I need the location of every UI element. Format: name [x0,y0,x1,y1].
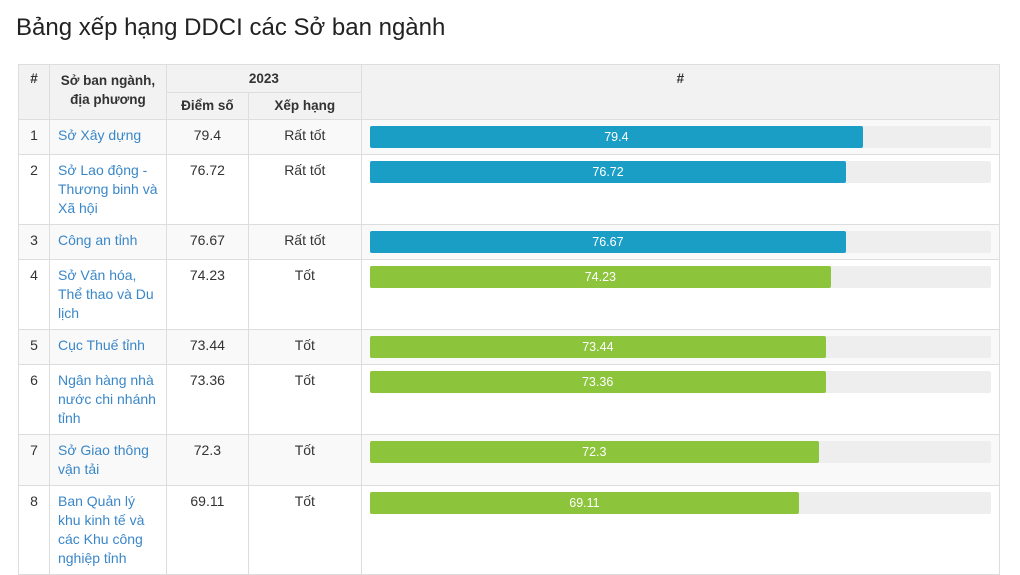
department-link[interactable]: Ban Quản lý khu kinh tế và các Khu công … [57,493,145,566]
score-bar-track: 79.4 [369,126,991,148]
header-year: 2023 [165,64,362,93]
row-index: 3 [18,224,50,260]
row-bar-cell: 76.67 [360,224,1001,260]
row-bar-cell: 73.36 [360,364,1001,435]
row-rank: Tốt [247,434,362,486]
score-bar: 76.67 [369,231,847,253]
score-bar-track: 73.36 [369,371,991,393]
row-index: 2 [18,154,50,225]
row-index: 1 [18,119,50,155]
row-index: 4 [18,259,50,330]
score-bar-track: 74.23 [369,266,991,288]
score-bar: 76.72 [369,161,847,183]
table-row: 8 Ban Quản lý khu kinh tế và các Khu công… [18,485,1001,575]
score-bar: 79.4 [369,126,864,148]
row-name-cell: Ngân hàng nhà nước chi nhánh tỉnh [48,364,167,435]
score-bar: 69.11 [369,492,800,514]
score-bar: 73.36 [369,371,826,393]
ranking-table: # Sở ban ngành, địa phương 2023 # Điểm s… [18,64,1001,575]
row-bar-cell: 72.3 [360,434,1001,486]
row-rank: Tốt [247,364,362,435]
row-bar-cell: 69.11 [360,485,1001,575]
department-link[interactable]: Sở Văn hóa, Thể thao và Du lịch [57,267,154,321]
row-rank: Tốt [247,485,362,575]
table-body: 1 Sở Xây dựng 79.4 Rất tốt 79.4 2 Sở Lao động … [18,119,1001,575]
page-title: Bảng xếp hạng DDCI các Sở ban ngành [16,14,446,41]
score-bar-track: 69.11 [369,492,991,514]
table-row: 5 Cục Thuế tỉnh 73.44 Tốt 73.44 [18,329,1001,365]
row-index: 7 [18,434,50,486]
row-index: 5 [18,329,50,365]
row-rank: Rất tốt [247,154,362,225]
header-rank[interactable]: Xếp hạng [247,92,362,120]
table-row: 4 Sở Văn hóa, Thể thao và Du lịch 74.23 Tốt… [18,259,1001,330]
table-row: 6 Ngân hàng nhà nước chi nhánh tỉnh 73.36 T… [18,364,1001,435]
row-name-cell: Cục Thuế tỉnh [48,329,167,365]
score-bar-track: 76.67 [369,231,991,253]
score-bar-track: 73.44 [369,336,991,358]
row-score: 74.23 [165,259,249,330]
department-link[interactable]: Ngân hàng nhà nước chi nhánh tỉnh [57,372,156,426]
row-bar-cell: 74.23 [360,259,1001,330]
row-score: 72.3 [165,434,249,486]
department-link[interactable]: Sở Xây dựng [57,127,142,143]
row-bar-cell: 73.44 [360,329,1001,365]
table-row: 7 Sở Giao thông vận tải 72.3 Tốt 72.3 [18,434,1001,486]
department-link[interactable]: Công an tỉnh [57,232,138,248]
row-index: 8 [18,485,50,575]
header-index[interactable]: # [18,64,50,120]
row-score: 76.67 [165,224,249,260]
row-name-cell: Ban Quản lý khu kinh tế và các Khu công … [48,485,167,575]
row-name-cell: Sở Văn hóa, Thể thao và Du lịch [48,259,167,330]
row-rank: Rất tốt [247,119,362,155]
department-link[interactable]: Sở Giao thông vận tải [57,442,149,477]
header-name[interactable]: Sở ban ngành, địa phương [48,64,167,120]
score-bar: 72.3 [369,441,819,463]
row-index: 6 [18,364,50,435]
row-score: 76.72 [165,154,249,225]
row-bar-cell: 79.4 [360,119,1001,155]
row-name-cell: Sở Xây dựng [48,119,167,155]
header-score[interactable]: Điểm số [165,92,249,120]
row-rank: Rất tốt [247,224,362,260]
table-row: 1 Sở Xây dựng 79.4 Rất tốt 79.4 [18,119,1001,155]
score-bar: 74.23 [369,266,831,288]
department-link[interactable]: Sở Lao động - Thương binh và Xã hội [57,162,158,216]
row-name-cell: Sở Giao thông vận tải [48,434,167,486]
row-name-cell: Công an tỉnh [48,224,167,260]
row-name-cell: Sở Lao động - Thương binh và Xã hội [48,154,167,225]
department-link[interactable]: Cục Thuế tỉnh [57,337,145,353]
row-rank: Tốt [247,329,362,365]
score-bar-track: 76.72 [369,161,991,183]
table-row: 2 Sở Lao động - Thương binh và Xã hội 76.7… [18,154,1001,225]
row-bar-cell: 76.72 [360,154,1001,225]
score-bar: 73.44 [369,336,826,358]
row-score: 73.36 [165,364,249,435]
table-header: # Sở ban ngành, địa phương 2023 # Điểm s… [18,64,1001,120]
score-bar-track: 72.3 [369,441,991,463]
header-bar[interactable]: # [360,64,1001,120]
row-score: 79.4 [165,119,249,155]
table-row: 3 Công an tỉnh 76.67 Rất tốt 76.67 [18,224,1001,260]
row-rank: Tốt [247,259,362,330]
row-score: 69.11 [165,485,249,575]
row-score: 73.44 [165,329,249,365]
